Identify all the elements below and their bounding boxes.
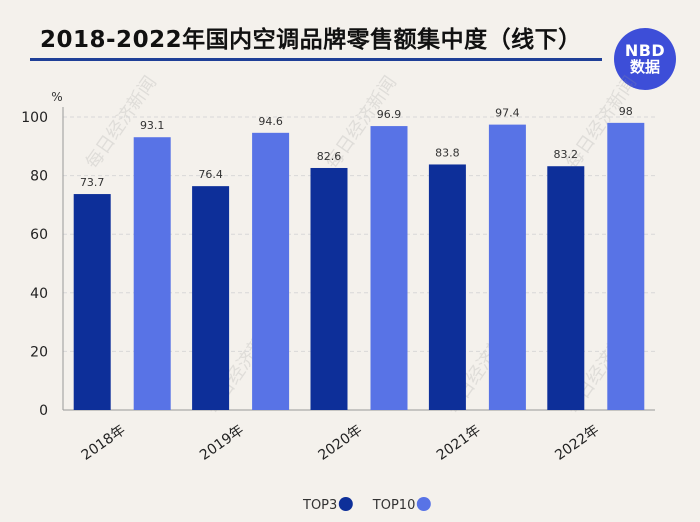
x-tick-label: 2020年 (315, 422, 365, 464)
bar-top10 (488, 124, 526, 411)
bar-top3 (547, 166, 585, 410)
x-tick-label: 2022年 (552, 422, 602, 464)
data-label: 97.4 (495, 107, 520, 120)
y-tick-label: 60 (30, 227, 48, 243)
y-tick-label: 100 (21, 110, 48, 126)
data-label: 83.8 (435, 146, 460, 159)
y-axis-unit: % (51, 90, 62, 104)
bar-top3 (73, 194, 111, 410)
bar-top3 (192, 186, 230, 410)
y-tick-label: 0 (39, 403, 48, 419)
data-label: 83.2 (554, 148, 579, 161)
bar-top3 (310, 167, 348, 410)
title-underline (30, 58, 602, 61)
nbd-logo: NBD 数据 (614, 28, 676, 90)
chart-title: 2018-2022年国内空调品牌零售额集中度（线下） (40, 27, 582, 53)
bar-top10 (133, 137, 171, 411)
legend-label: TOP10 (372, 498, 416, 513)
bar-top10 (370, 126, 408, 410)
data-label: 76.4 (198, 168, 223, 181)
logo-text-data: 数据 (629, 57, 660, 76)
bar-top10 (607, 122, 645, 411)
bar-top3 (428, 164, 466, 410)
data-label: 82.6 (317, 150, 342, 163)
logo-text-nbd: NBD (624, 40, 666, 60)
x-tick-label: 2018年 (79, 422, 129, 464)
legend-marker (338, 497, 353, 511)
data-label: 94.6 (258, 115, 283, 128)
data-label: 73.7 (80, 176, 105, 189)
bar-top10 (252, 132, 290, 410)
data-label: 93.1 (140, 119, 165, 132)
legend-label: TOP3 (302, 498, 337, 513)
data-label: 96.9 (377, 108, 402, 121)
data-label: 98 (619, 105, 633, 118)
y-tick-label: 20 (30, 344, 48, 360)
x-tick-label: 2021年 (434, 422, 484, 464)
y-tick-label: 40 (30, 286, 48, 302)
x-tick-label: 2019年 (197, 422, 247, 464)
y-tick-label: 80 (30, 169, 48, 185)
legend-marker (416, 497, 431, 511)
